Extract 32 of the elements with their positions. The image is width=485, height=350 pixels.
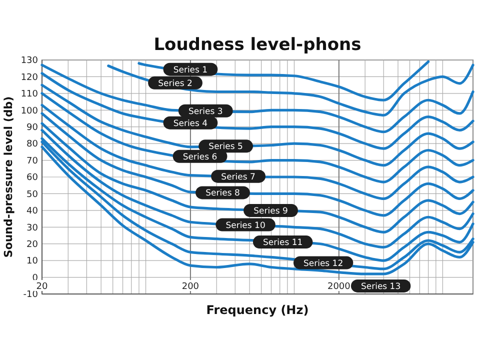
- series-label: Series 4: [173, 118, 208, 129]
- y-tick-label: 100: [20, 106, 38, 116]
- y-axis-title: Sound-pressure level (db): [2, 96, 15, 258]
- series-label: Series 8: [206, 188, 240, 199]
- y-tick-label: 40: [26, 206, 38, 217]
- x-tick-label: 200: [182, 282, 200, 292]
- x-tick-label: 2000: [327, 282, 351, 292]
- chart-title: Loudness level-phons: [154, 35, 362, 55]
- series-label: Series 2: [158, 78, 192, 89]
- series-label: Series 5: [208, 142, 243, 152]
- y-tick-label: 130: [20, 56, 38, 66]
- series-label: Series 7: [221, 172, 256, 182]
- series-label: Series 11: [263, 238, 303, 248]
- y-tick-label: 60: [26, 173, 38, 184]
- y-tick-label: 20: [26, 240, 38, 250]
- y-tick-label: 70: [26, 156, 38, 166]
- x-axis-title: Frequency (Hz): [206, 303, 309, 317]
- y-tick-label: 120: [20, 72, 38, 83]
- y-tick-label: 110: [20, 90, 38, 100]
- y-tick-label: 10: [26, 256, 38, 267]
- series-label: Series 12: [303, 258, 344, 269]
- y-tick-label: 80: [26, 140, 38, 150]
- y-tick-label: 90: [26, 123, 38, 134]
- y-tick-label: 50: [26, 190, 38, 200]
- series-label: Series 9: [254, 206, 288, 216]
- series-label: Series 13: [360, 282, 401, 292]
- y-tick-label: -10: [23, 290, 38, 300]
- series-label: Series 10: [226, 220, 266, 231]
- y-tick-label: 30: [26, 223, 38, 234]
- series-label: Series 6: [182, 152, 218, 162]
- series-label: Series 1: [173, 65, 208, 76]
- series-label: Series 3: [188, 106, 223, 117]
